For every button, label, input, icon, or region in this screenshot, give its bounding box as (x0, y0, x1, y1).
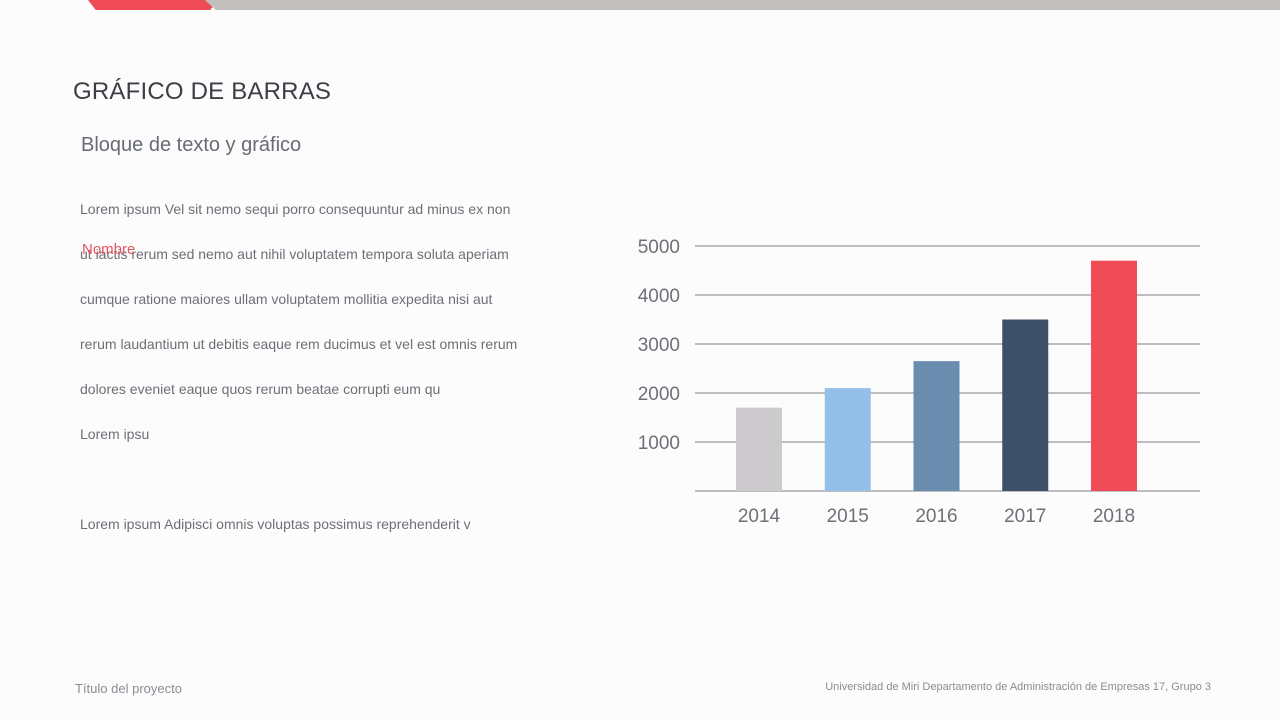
y-tick-label: 1000 (638, 433, 680, 454)
body-line-5: dolores eveniet eaque quos rerum beatae … (80, 381, 441, 397)
body-second-paragraph: Lorem ipsum Adipisci omnis voluptas poss… (80, 516, 471, 532)
chart-y-ticks: 1000 2000 3000 4000 5000 (638, 237, 680, 454)
body-line-1: Lorem ipsum Vel sit nemo sequi porro con… (80, 201, 511, 217)
bar-2014 (736, 407, 782, 491)
x-tick-label: 2014 (738, 506, 781, 527)
bar-2016 (913, 361, 960, 491)
x-tick-label: 2015 (827, 506, 869, 527)
body-line-4: rerum laudantium ut debitis eaque rem du… (80, 336, 518, 352)
top-band-red (88, 0, 218, 10)
page-title: GRÁFICO DE BARRAS (73, 78, 332, 105)
body-line-2: ut iactis rerum sed nemo aut nihil volup… (80, 246, 509, 262)
chart-x-ticks: 2014 2015 2016 2017 2018 (738, 506, 1135, 527)
x-tick-label: 2017 (1004, 506, 1046, 527)
bar-2015 (824, 388, 871, 491)
x-tick-label: 2016 (915, 506, 957, 527)
body-line-6: Lorem ipsu (80, 426, 150, 442)
chart-bars (736, 260, 1137, 491)
y-tick-label: 3000 (638, 335, 680, 356)
bar-2018 (1091, 260, 1137, 491)
footer-institution: Universidad de Miri Departamento de Admi… (825, 681, 1211, 693)
y-tick-label: 2000 (638, 384, 680, 405)
body-line-3: cumque ratione maiores ullam voluptatem … (80, 291, 493, 307)
top-band-gray (205, 0, 1280, 10)
footer-project-title: Título del proyecto (75, 681, 182, 696)
accent-name-label: Nombre (82, 241, 136, 258)
y-tick-label: 4000 (638, 286, 680, 307)
top-decorative-band (0, 0, 1280, 10)
y-tick-label: 5000 (638, 237, 680, 258)
bar-2017 (1002, 319, 1049, 491)
page-subtitle: Bloque de texto y gráfico (81, 134, 302, 156)
x-tick-label: 2018 (1093, 506, 1135, 527)
